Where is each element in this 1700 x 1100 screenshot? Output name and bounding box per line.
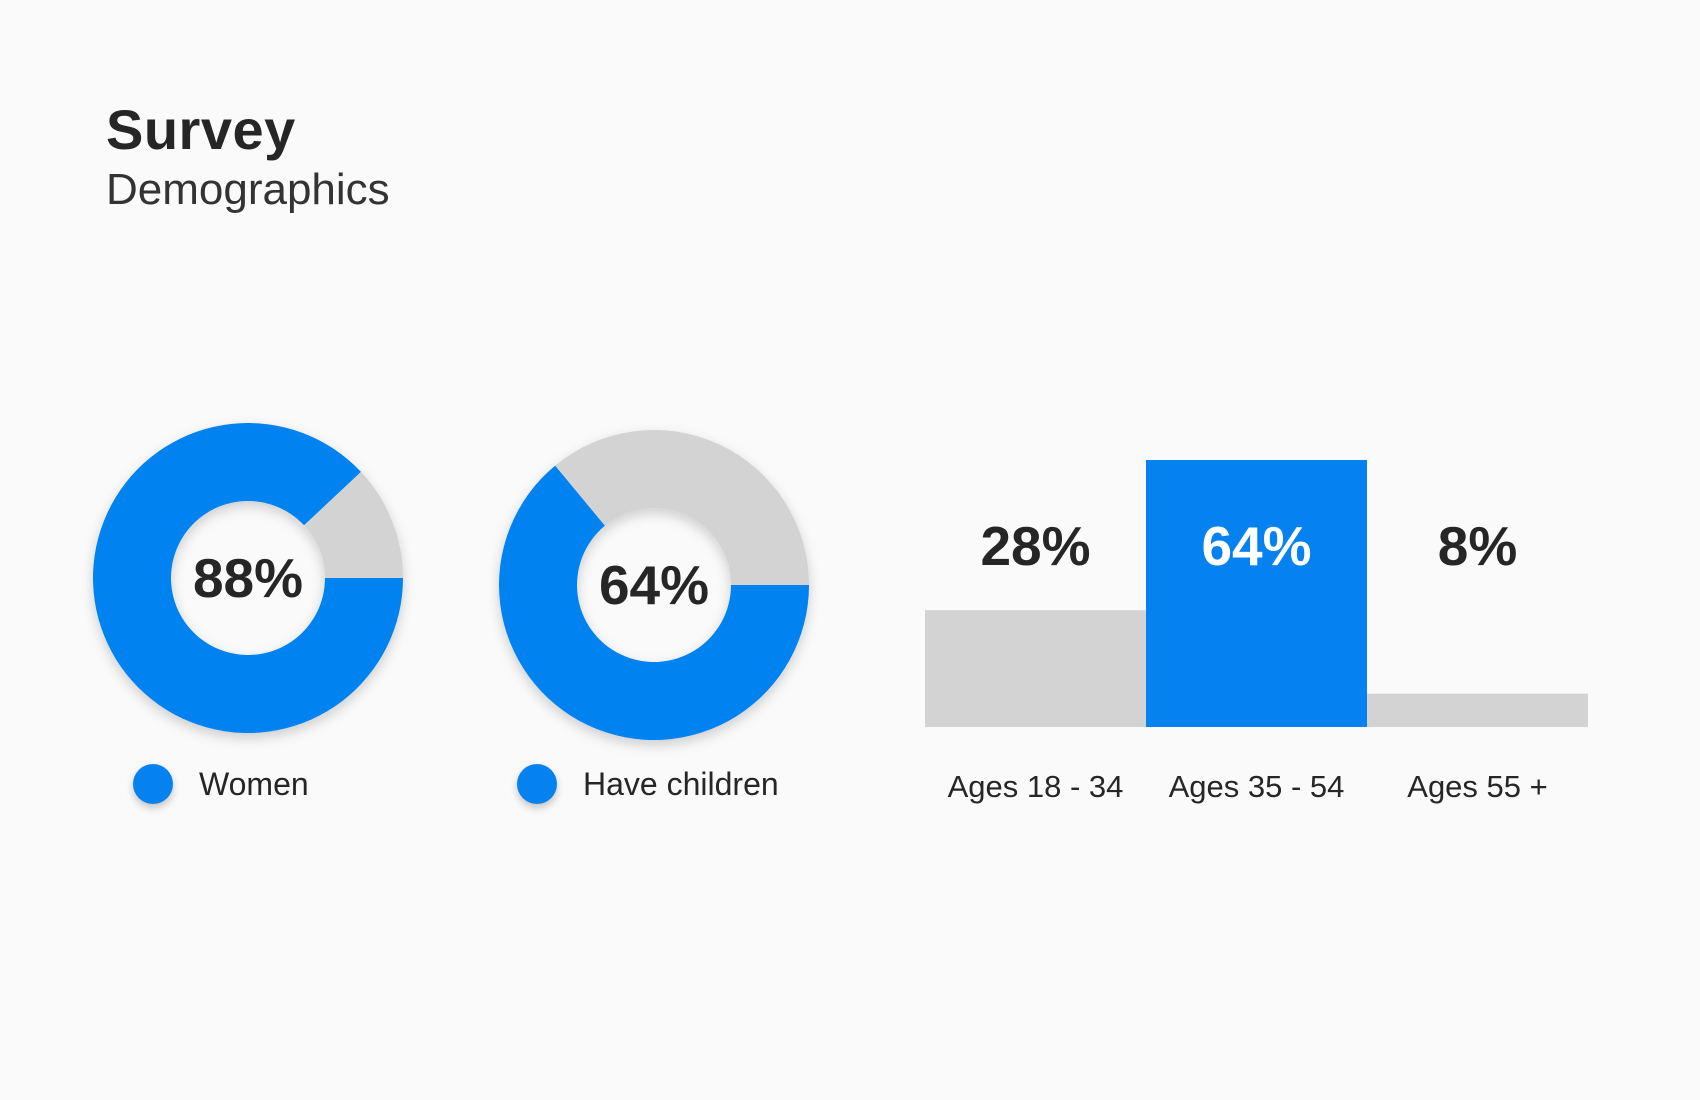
legend-label-women: Women — [199, 765, 309, 802]
legend-dot-icon — [517, 764, 557, 804]
legend-item-have-children: Have children — [517, 764, 779, 804]
bar-value-label-3: 8% — [1438, 515, 1518, 577]
donut-svg-women — [93, 423, 403, 733]
legend-dot-icon — [133, 764, 173, 804]
bar-3 — [1367, 693, 1588, 727]
legend-item-women: Women — [133, 764, 309, 804]
donut-women-slice-rest — [304, 471, 403, 578]
bar-category-label-3: Ages 55 + — [1407, 769, 1547, 804]
legend-label-have-children: Have children — [583, 765, 779, 802]
page-subtitle: Demographics — [106, 165, 390, 214]
donut-value-women: 88% — [192, 547, 304, 609]
donut-women-slice-highlight — [93, 423, 403, 733]
donut-have-children-slice-highlight — [499, 465, 809, 740]
bar-1 — [925, 610, 1146, 727]
donut-value-have-children: 64% — [598, 554, 710, 616]
donut-chart-have-children: 64% — [499, 430, 809, 740]
bar-value-label-2: 64% — [1201, 515, 1311, 577]
bar-category-label-2: Ages 35 - 54 — [1169, 769, 1345, 804]
bar-2 — [1146, 460, 1367, 727]
bar-category-label-1: Ages 18 - 34 — [948, 769, 1124, 804]
bar-value-label-1: 28% — [980, 515, 1090, 577]
donut-have-children-slice-rest — [555, 430, 809, 585]
page-title: Survey — [106, 98, 296, 161]
donut-svg-have-children — [499, 430, 809, 740]
chart-header: Survey Demographics — [106, 96, 390, 218]
donut-chart-women: 88% — [93, 423, 403, 733]
